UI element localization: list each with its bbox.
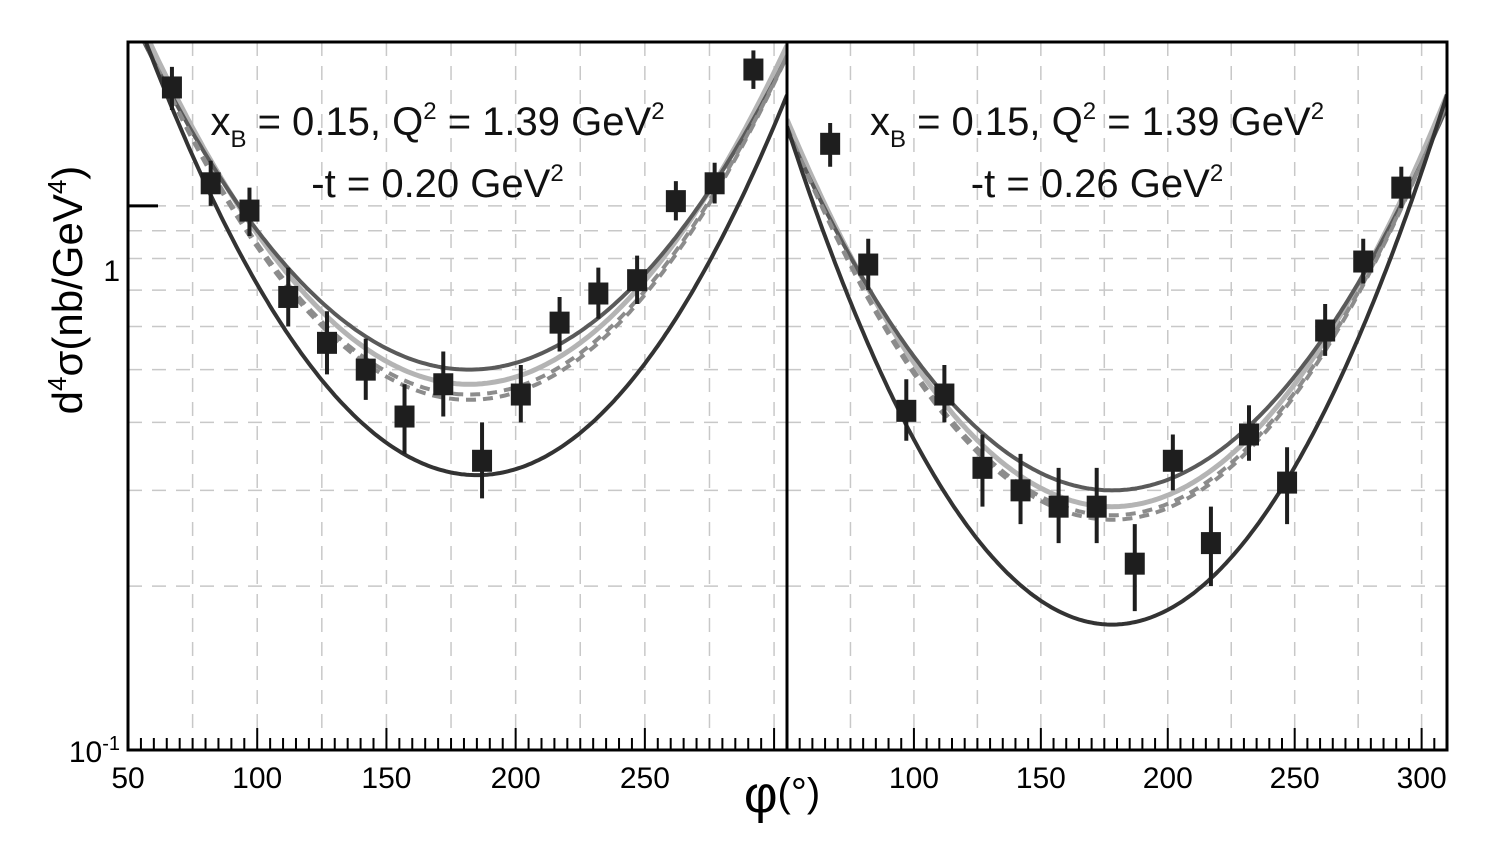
data-point [743,58,764,81]
annotation-line-1: xB = 0.15, Q2 = 1.39 GeV2 [210,98,664,153]
data-point [1124,552,1145,575]
data-point [972,456,993,479]
data-point [510,383,531,406]
data-point [355,358,376,381]
data-point [665,190,686,213]
data-point [433,373,454,396]
data-point [1315,319,1336,342]
data-point [316,331,337,354]
annotation-line-1: xB = 0.15, Q2 = 1.39 GeV2 [870,98,1324,153]
data-point [896,399,917,422]
x-tick-label: 50 [111,762,144,795]
right-panel: 100 150 200 250 300 xB = 0.15, Q2 = 1.39 GeV2… [785,40,1449,795]
x-tick-label: 300 [1397,762,1447,795]
data-point [1162,449,1183,472]
data-point [472,449,493,472]
data-point [161,76,182,99]
y-tick-label-1: 1 [103,255,120,288]
plot-frame [785,40,1449,752]
data-point [1277,471,1298,494]
data-point [278,285,299,308]
data-point [820,132,841,155]
x-axis-label: φ(°) [744,766,820,824]
data-point [239,199,260,222]
data-point [394,405,415,428]
data-point [588,282,609,305]
data-point [1086,495,1107,518]
data-point [1048,495,1069,518]
curve-dark [143,42,787,478]
y-tick-base: 10 [69,736,102,769]
y-axis-label: d4σ(nb/GeV4) [42,166,91,415]
curve-dashed [787,101,1447,522]
x-tick-label: 100 [232,762,282,795]
y-tick-exp: -1 [102,733,120,755]
data-point [704,172,725,195]
y-tick-label-0.1: 10-1 [69,733,120,769]
x-tick-label: 150 [1016,762,1066,795]
x-tick-label: 250 [620,762,670,795]
data-point [1010,479,1031,502]
x-tick-label: 200 [491,762,541,795]
data-point [627,269,648,292]
data-point [1239,423,1259,446]
data-point [549,311,570,334]
x-tick-label: 100 [889,762,939,795]
annotation-line-2: -t = 0.26 GeV2 [971,160,1223,206]
axes-text: 1 10-1 d4σ(nb/GeV4) φ(°) [42,166,820,824]
curve-dashed [142,42,787,402]
data-point [1200,532,1221,555]
annotation-line-2: -t = 0.20 GeV2 [311,160,563,206]
curve-mid [787,106,1447,493]
x-tick-label: 250 [1270,762,1320,795]
data-point [1353,250,1374,273]
data-point [1391,176,1412,199]
x-tick-label: 150 [361,762,411,795]
x-tick-label: 200 [1143,762,1193,795]
data-point [858,253,879,276]
curve-mid [141,42,787,372]
data-point [200,172,221,195]
left-panel: 50 100 150 200 250 xB = 0.15, Q2 = 1.39 GeV2 -… [111,40,789,795]
data-point [934,383,955,406]
